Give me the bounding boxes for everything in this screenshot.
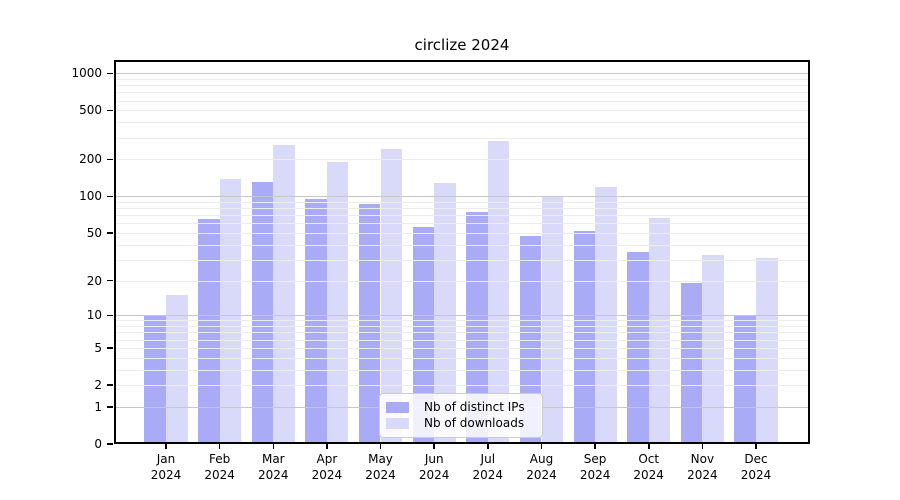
x-tick-label-jul: Jul 2024 bbox=[472, 452, 504, 482]
bar-downloads-jan bbox=[166, 295, 188, 444]
bar-distinct-ips-sep bbox=[573, 231, 596, 444]
x-tick-sep bbox=[594, 444, 596, 449]
y-tick-100 bbox=[107, 195, 113, 198]
bar-distinct-ips-mar bbox=[251, 182, 274, 444]
x-tick-label-dec: Dec 2024 bbox=[740, 452, 772, 482]
bar-downloads-apr bbox=[326, 162, 349, 444]
y-tick-label-20: 20 bbox=[86, 273, 102, 288]
bar-distinct-ips-feb bbox=[198, 219, 220, 444]
bar-distinct-ips-nov bbox=[680, 283, 703, 444]
x-tick-nov bbox=[701, 444, 704, 449]
y-tick-label-50: 50 bbox=[86, 226, 102, 240]
y-tick-label-0: 0 bbox=[94, 437, 102, 451]
bar-downloads-jul bbox=[487, 140, 510, 444]
x-tick-label-nov: Nov 2024 bbox=[687, 452, 718, 482]
x-tick-label-jan: Jan 2024 bbox=[150, 452, 182, 482]
y-tick-label-500: 500 bbox=[79, 103, 102, 118]
x-tick-label-jun: Jun 2024 bbox=[418, 452, 450, 482]
x-tick-jun bbox=[433, 444, 435, 449]
x-tick-feb bbox=[218, 444, 221, 449]
x-tick-label-mar: Mar 2024 bbox=[258, 452, 289, 482]
bar-distinct-ips-may bbox=[358, 204, 381, 444]
chart-title: circlize 2024 bbox=[414, 36, 510, 54]
bar-downloads-jun bbox=[434, 183, 456, 444]
bar-distinct-ips-dec bbox=[734, 315, 756, 444]
x-tick-label-aug: Aug 2024 bbox=[526, 452, 557, 482]
legend: Nb of distinct IPs Nb of downloads bbox=[379, 393, 543, 438]
x-tick-label-oct: Oct 2024 bbox=[633, 452, 664, 482]
x-tick-dec bbox=[755, 444, 757, 449]
y-tick-1 bbox=[107, 406, 113, 408]
bar-downloads-aug bbox=[541, 196, 564, 444]
x-tick-label-may: May 2024 bbox=[365, 452, 396, 482]
y-tick-5 bbox=[107, 347, 113, 349]
y-tick-50 bbox=[107, 232, 113, 234]
y-tick-0 bbox=[107, 443, 113, 445]
bar-distinct-ips-apr bbox=[305, 199, 327, 444]
y-tick-label-5: 5 bbox=[94, 340, 102, 355]
x-tick-may bbox=[379, 444, 382, 449]
x-tick-aug bbox=[540, 444, 543, 449]
x-tick-oct bbox=[648, 444, 650, 449]
legend-label-distinct-ips: Nb of distinct IPs bbox=[424, 400, 525, 414]
y-tick-2 bbox=[107, 384, 113, 386]
bar-distinct-ips-oct bbox=[627, 251, 649, 444]
bar-downloads-feb bbox=[219, 179, 242, 444]
bar-downloads-dec bbox=[756, 258, 778, 444]
y-tick-200 bbox=[107, 158, 113, 161]
legend-item-downloads: Nb of downloads bbox=[380, 415, 542, 431]
y-tick-1000 bbox=[107, 72, 113, 74]
legend-item-distinct-ips: Nb of distinct IPs bbox=[380, 399, 542, 415]
bar-distinct-ips-jan bbox=[144, 315, 166, 444]
y-tick-500 bbox=[107, 109, 113, 112]
y-tick-10 bbox=[107, 314, 113, 317]
bar-downloads-mar bbox=[273, 145, 295, 444]
x-tick-apr bbox=[326, 444, 328, 449]
y-tick-label-1: 1 bbox=[94, 399, 102, 414]
bar-downloads-oct bbox=[648, 218, 671, 444]
y-tick-label-200: 200 bbox=[79, 152, 102, 167]
x-tick-jan bbox=[165, 444, 167, 449]
x-tick-label-feb: Feb 2024 bbox=[204, 452, 235, 482]
legend-label-downloads: Nb of downloads bbox=[424, 416, 525, 430]
y-tick-label-2: 2 bbox=[94, 378, 102, 393]
x-tick-label-apr: Apr 2024 bbox=[311, 452, 343, 482]
y-tick-label-100: 100 bbox=[79, 189, 102, 204]
legend-swatch-distinct-ips bbox=[386, 401, 409, 413]
x-tick-mar bbox=[272, 444, 274, 449]
legend-swatch-downloads bbox=[386, 417, 409, 429]
y-tick-label-1000: 1000 bbox=[71, 66, 102, 81]
x-tick-jul bbox=[487, 444, 489, 449]
plot-area: Nb of distinct IPs Nb of downloads bbox=[114, 60, 810, 444]
bar-downloads-nov bbox=[702, 254, 724, 444]
y-tick-20 bbox=[107, 279, 113, 282]
bar-downloads-sep bbox=[595, 186, 617, 444]
bars-layer bbox=[114, 60, 810, 444]
x-tick-label-sep: Sep 2024 bbox=[579, 452, 611, 482]
y-tick-label-10: 10 bbox=[86, 308, 102, 323]
